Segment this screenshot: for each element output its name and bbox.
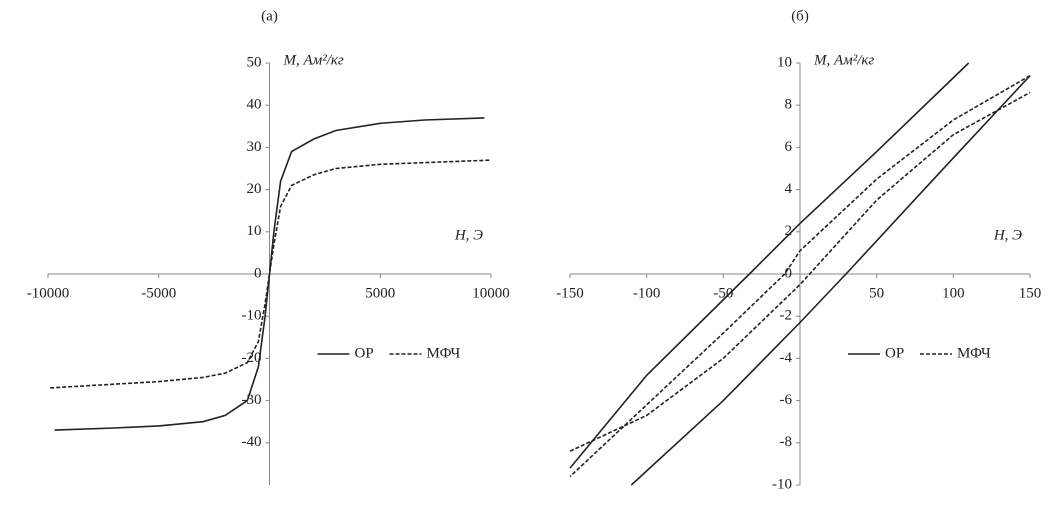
y-tick-label: 0 <box>254 265 262 281</box>
x-tick-label: 100 <box>942 285 965 301</box>
panel-title: (a) <box>261 8 278 24</box>
y-tick-label: 8 <box>785 97 793 113</box>
y-tick-label: -8 <box>780 434 793 450</box>
y-tick-label: 10 <box>777 54 792 70</box>
x-tick-label: 50 <box>869 285 884 301</box>
y-tick-label: -20 <box>242 350 262 366</box>
y-tick-label: 0 <box>785 265 793 281</box>
y-axis-label: M, Ам²/кг <box>283 52 344 68</box>
y-tick-label: 50 <box>247 54 262 70</box>
x-axis-label: H, Э <box>454 227 483 243</box>
x-tick-label: -50 <box>713 285 733 301</box>
x-tick-label: -150 <box>556 285 584 301</box>
legend-label: OP <box>355 345 374 361</box>
y-tick-label: 10 <box>247 223 262 239</box>
x-axis-label: H, Э <box>993 227 1022 243</box>
legend-label: МФЧ <box>427 345 461 361</box>
series-line <box>569 62 1031 486</box>
y-tick-label: -30 <box>242 392 262 408</box>
panel-title: (б) <box>791 8 809 24</box>
y-tick-label: 4 <box>785 181 793 197</box>
series-line <box>54 117 485 431</box>
x-tick-label: 5000 <box>365 285 395 301</box>
x-tick-label: 10000 <box>472 285 510 301</box>
x-tick-label: 150 <box>1019 285 1042 301</box>
series-line <box>569 75 1031 478</box>
y-tick-label: 6 <box>785 139 793 155</box>
legend-label: OP <box>885 345 904 361</box>
x-tick-label: -10000 <box>27 285 70 301</box>
y-axis-label: M, Ам²/кг <box>813 52 874 68</box>
y-tick-label: 40 <box>247 97 262 113</box>
y-tick-label: -40 <box>242 434 262 450</box>
y-tick-label: -6 <box>780 392 793 408</box>
y-tick-label: 30 <box>247 139 262 155</box>
y-tick-label: -2 <box>780 308 793 324</box>
legend-label: МФЧ <box>957 345 991 361</box>
y-tick-label: 2 <box>785 223 793 239</box>
x-tick-label: -100 <box>633 285 661 301</box>
y-tick-label: -10 <box>242 308 262 324</box>
y-tick-label: -10 <box>772 476 792 492</box>
y-tick-label: -4 <box>780 350 793 366</box>
x-tick-label: -5000 <box>141 285 176 301</box>
y-tick-label: 20 <box>247 181 262 197</box>
